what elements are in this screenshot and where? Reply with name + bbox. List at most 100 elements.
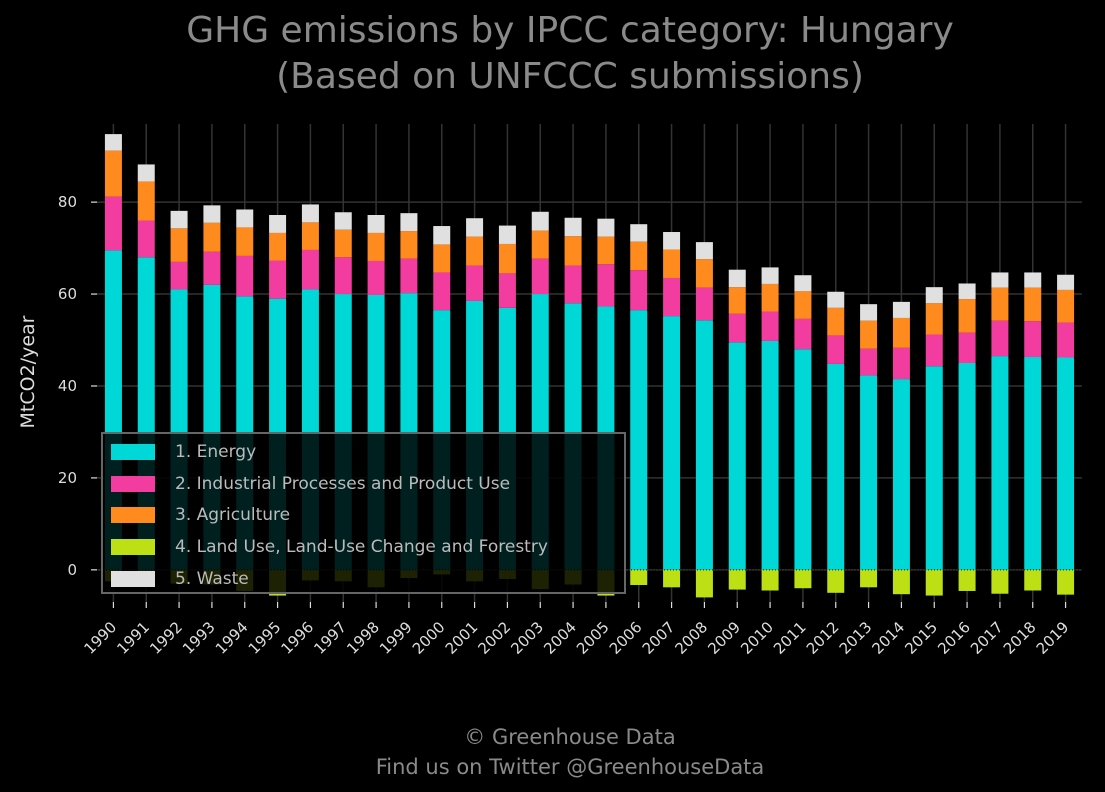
legend-item-lulucf: 4. Land Use, Land-Use Change and Forestr… bbox=[111, 535, 548, 559]
bar-ippu bbox=[1024, 321, 1042, 358]
bar-energy bbox=[958, 363, 976, 570]
bar-agriculture bbox=[433, 244, 451, 273]
x-tick-label: 2008 bbox=[672, 618, 712, 658]
bar-lulucf bbox=[695, 569, 713, 598]
bar-agriculture bbox=[991, 287, 1009, 321]
bar-waste bbox=[925, 287, 943, 304]
x-tick-label: 1990 bbox=[81, 618, 121, 658]
bar-waste bbox=[104, 134, 122, 151]
bar-waste bbox=[794, 275, 812, 292]
credit: © Greenhouse Data Find us on Twitter @Gr… bbox=[0, 722, 1105, 782]
legend-item-ippu: 2. Industrial Processes and Product Use bbox=[111, 472, 510, 496]
credit-line2: Find us on Twitter @GreenhouseData bbox=[375, 755, 765, 779]
bar-waste bbox=[564, 217, 582, 237]
x-tick-label: 2012 bbox=[803, 618, 843, 658]
bar-ippu bbox=[630, 270, 648, 311]
bar-lulucf bbox=[794, 569, 812, 589]
x-tick-label: 2003 bbox=[507, 618, 547, 658]
bar-lulucf bbox=[827, 569, 845, 593]
bar-lulucf bbox=[958, 569, 976, 591]
bar-agriculture bbox=[203, 222, 221, 252]
bar-agriculture bbox=[170, 228, 188, 262]
bar-ippu bbox=[466, 265, 484, 301]
bar-waste bbox=[1057, 274, 1075, 290]
bar-energy bbox=[1024, 357, 1042, 570]
bar-ippu bbox=[137, 220, 155, 258]
bar-waste bbox=[728, 269, 746, 288]
bar-energy bbox=[630, 310, 648, 570]
chart-title-line1: GHG emissions by IPCC category: Hungary bbox=[186, 10, 954, 51]
bar-waste bbox=[137, 164, 155, 182]
legend-item-waste: 5. Waste bbox=[111, 567, 249, 591]
x-tick-label: 2015 bbox=[901, 618, 941, 658]
bar-waste bbox=[630, 224, 648, 242]
legend-label-ippu: 2. Industrial Processes and Product Use bbox=[175, 474, 511, 494]
bar-ippu bbox=[498, 273, 516, 308]
bar-agriculture bbox=[301, 222, 319, 250]
x-tick-label: 1995 bbox=[245, 618, 285, 658]
legend-swatch-agriculture bbox=[111, 507, 155, 523]
bar-waste bbox=[400, 213, 418, 232]
x-tick-label: 1991 bbox=[113, 618, 153, 658]
x-tick-label: 2005 bbox=[573, 618, 613, 658]
bar-waste bbox=[203, 205, 221, 223]
x-tick-label: 2007 bbox=[639, 618, 679, 658]
bar-ippu bbox=[433, 272, 451, 311]
bar-lulucf bbox=[1057, 569, 1075, 595]
x-tick-label: 1996 bbox=[278, 618, 318, 658]
bar-agriculture bbox=[761, 283, 779, 312]
bar-energy bbox=[728, 342, 746, 570]
x-tick-label: 2001 bbox=[442, 618, 482, 658]
x-tick-label: 2004 bbox=[540, 618, 580, 658]
bar-waste bbox=[892, 301, 910, 318]
legend-label-waste: 5. Waste bbox=[175, 569, 249, 589]
bar-energy bbox=[925, 366, 943, 570]
x-ticks: 1990199119921993199419951996199719981999… bbox=[81, 602, 1072, 658]
bar-waste bbox=[695, 242, 713, 260]
y-tick-label: 40 bbox=[58, 377, 77, 395]
bar-agriculture bbox=[367, 232, 385, 261]
bar-ippu bbox=[104, 196, 122, 251]
legend-item-energy: 1. Energy bbox=[111, 440, 256, 464]
bar-agriculture bbox=[498, 243, 516, 274]
bar-ippu bbox=[1057, 322, 1075, 358]
bar-lulucf bbox=[630, 569, 648, 585]
x-tick-label: 2010 bbox=[737, 618, 777, 658]
bar-agriculture bbox=[728, 287, 746, 314]
bar-lulucf bbox=[991, 569, 1009, 594]
bar-energy bbox=[663, 316, 681, 570]
bar-ippu bbox=[170, 261, 188, 290]
bar-waste bbox=[301, 204, 319, 223]
x-tick-label: 1997 bbox=[310, 618, 350, 658]
legend-label-lulucf: 4. Land Use, Land-Use Change and Forestr… bbox=[175, 537, 548, 557]
bar-agriculture bbox=[334, 229, 352, 258]
x-tick-label: 1993 bbox=[179, 618, 219, 658]
bar-waste bbox=[170, 210, 188, 229]
bar-agriculture bbox=[958, 299, 976, 333]
bar-agriculture bbox=[695, 259, 713, 288]
bar-waste bbox=[1024, 272, 1042, 288]
bar-agriculture bbox=[1024, 287, 1042, 322]
bar-waste bbox=[334, 212, 352, 230]
y-tick-label: 80 bbox=[58, 193, 77, 211]
y-tick-label: 20 bbox=[58, 469, 77, 487]
bar-energy bbox=[761, 340, 779, 570]
x-tick-label: 1992 bbox=[146, 618, 186, 658]
credit-line1: © Greenhouse Data bbox=[464, 725, 676, 749]
bar-waste bbox=[663, 232, 681, 250]
bar-waste bbox=[761, 267, 779, 284]
bar-energy bbox=[1057, 357, 1075, 570]
bar-agriculture bbox=[400, 231, 418, 259]
bar-ippu bbox=[367, 260, 385, 295]
bar-agriculture bbox=[794, 291, 812, 319]
bar-ippu bbox=[597, 264, 615, 307]
bar-waste bbox=[860, 304, 878, 321]
bar-agriculture bbox=[630, 241, 648, 271]
x-tick-label: 2009 bbox=[704, 618, 744, 658]
bar-energy bbox=[991, 356, 1009, 570]
bar-agriculture bbox=[663, 249, 681, 278]
bar-energy bbox=[794, 349, 812, 570]
bar-waste bbox=[269, 215, 287, 233]
x-tick-label: 2000 bbox=[409, 618, 449, 658]
bar-agriculture bbox=[236, 227, 254, 256]
